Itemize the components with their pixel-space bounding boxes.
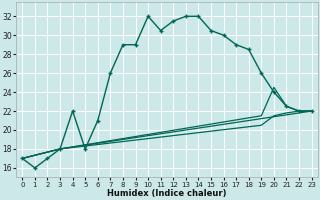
X-axis label: Humidex (Indice chaleur): Humidex (Indice chaleur): [107, 189, 227, 198]
